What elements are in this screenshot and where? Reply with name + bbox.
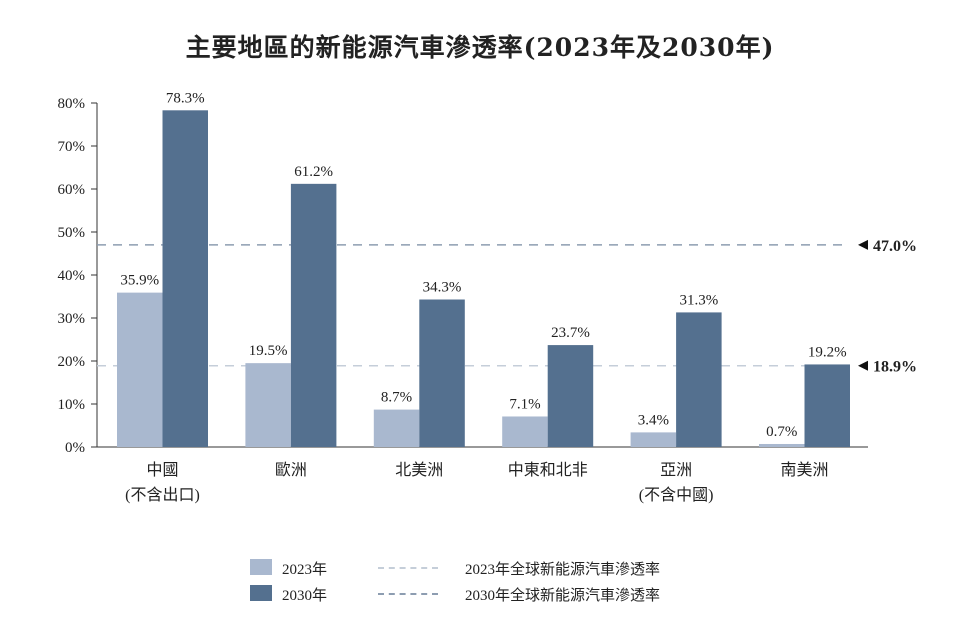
x-tick-label: 中東和北非	[508, 461, 588, 479]
reference-marker-icon	[858, 239, 868, 250]
legend-label-2030: 2030年	[282, 588, 328, 604]
legend-dash-2030	[378, 593, 438, 595]
x-tick-sublabel: (不含中國)	[639, 486, 714, 504]
y-tick-label: 20%	[58, 354, 86, 370]
data-label: 0.7%	[766, 424, 797, 440]
data-label: 34.3%	[423, 280, 462, 296]
reference-label-0: 18.9%	[873, 359, 917, 376]
legend-label-ref-2030: 2030年全球新能源汽車滲透率	[465, 588, 661, 604]
bar-2030	[547, 345, 594, 447]
y-tick-label: 80%	[58, 96, 86, 112]
bar-2023	[117, 292, 163, 447]
y-tick-label: 0%	[65, 440, 85, 456]
bar-2030	[419, 299, 465, 447]
y-tick-label: 70%	[58, 139, 86, 155]
data-label: 78.3%	[166, 90, 205, 106]
chart-title: 主要地區的新能源汽車滲透率(2023年及2030年)	[185, 33, 775, 62]
x-tick-label: 亞洲	[660, 462, 692, 479]
legend-swatch-2030	[250, 585, 272, 601]
reference-marker-icon	[858, 360, 868, 371]
y-tick-label: 60%	[58, 182, 86, 198]
y-tick-label: 30%	[58, 311, 86, 327]
data-label: 23.7%	[551, 325, 590, 341]
legend-swatch-2023	[250, 559, 272, 575]
bar-2030	[290, 183, 337, 447]
y-tick-label: 40%	[58, 268, 86, 284]
x-tick-label: 歐洲	[275, 461, 307, 479]
data-label: 19.2%	[808, 344, 847, 360]
data-label: 61.2%	[294, 164, 333, 180]
x-tick-sublabel: (不含出口)	[125, 486, 200, 504]
data-label: 31.3%	[679, 292, 718, 308]
legend-label-2023: 2023年	[282, 562, 328, 578]
legend-label-ref-2023: 2023年全球新能源汽車滲透率	[465, 562, 661, 578]
data-label: 3.4%	[638, 412, 669, 428]
y-tick-label: 50%	[58, 225, 86, 241]
bar-2023	[502, 416, 548, 447]
x-tick-label: 北美洲	[395, 461, 443, 479]
legend-dash-2023	[378, 567, 438, 569]
bar-2023	[759, 443, 805, 447]
y-tick-label: 10%	[58, 397, 86, 413]
reference-label-1: 47.0%	[873, 238, 917, 255]
bar-2030	[162, 110, 208, 447]
bar-2023	[245, 363, 291, 447]
x-tick-label: 南美洲	[780, 461, 828, 479]
data-label: 35.9%	[120, 273, 159, 289]
bar-2023	[373, 409, 420, 447]
bar-2023	[630, 432, 677, 447]
data-label: 19.5%	[249, 343, 288, 359]
bar-2030	[804, 364, 850, 447]
data-label: 7.1%	[509, 396, 540, 412]
data-label: 8.7%	[381, 390, 412, 406]
x-tick-label: 中國	[146, 461, 178, 479]
bar-2030	[676, 312, 722, 447]
